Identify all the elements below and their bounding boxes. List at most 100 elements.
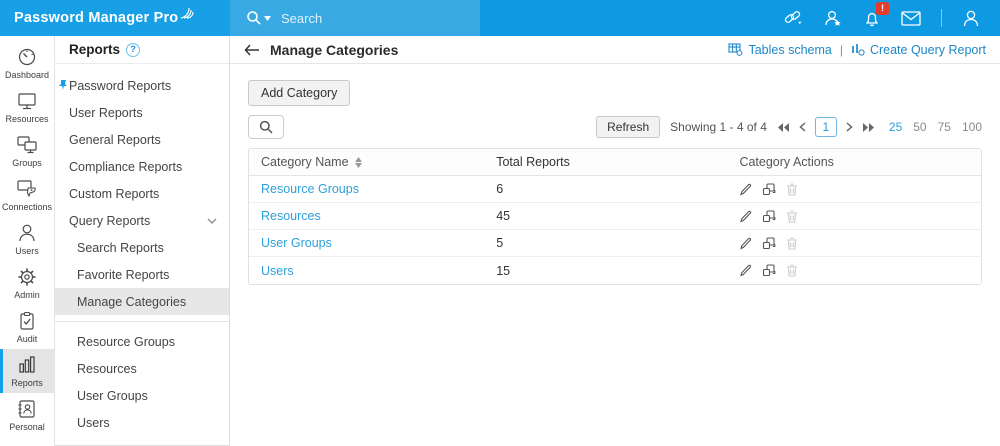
nav-item-admin[interactable]: Admin [0, 261, 54, 305]
sidebar-item-label: Query Reports [69, 213, 151, 228]
pin-icon [58, 79, 68, 94]
notification-badge: ! [876, 1, 889, 15]
nav-item-audit[interactable]: Audit [0, 305, 54, 349]
sidebar-header: Reports ? [55, 36, 229, 64]
sidebar-item-users[interactable]: Users [55, 409, 229, 436]
last-page-icon[interactable] [862, 122, 875, 132]
edit-icon[interactable] [739, 264, 752, 277]
delete-icon[interactable] [786, 264, 798, 277]
user-icon[interactable] [962, 9, 980, 28]
tables-schema-link[interactable]: Tables schema [728, 42, 832, 57]
category-name-link[interactable]: Users [261, 263, 294, 278]
table-controls: Refresh Showing 1 - 4 of 4 1 [248, 115, 982, 139]
table-header-row: Category Name Total Reports Category Act… [249, 149, 981, 176]
global-search-bar[interactable] [230, 0, 480, 36]
app-logo-text: Password Manager Pro [14, 10, 179, 26]
table-search-button[interactable] [248, 115, 284, 139]
category-name-link[interactable]: Resource Groups [261, 182, 359, 196]
column-header-category-name[interactable]: Category Name [249, 155, 494, 169]
column-header-total-reports: Total Reports [496, 155, 570, 169]
sidebar-item-favorite-reports[interactable]: Favorite Reports [55, 261, 229, 288]
create-query-report-label: Create Query Report [869, 42, 986, 57]
user-star-icon[interactable] [823, 9, 843, 28]
help-icon[interactable]: ? [126, 42, 141, 57]
delete-icon[interactable] [786, 183, 798, 196]
nav-item-label: Connections [1, 201, 53, 212]
sidebar-divider [55, 321, 229, 322]
sidebar-item-user-reports[interactable]: User Reports [55, 99, 229, 126]
copy-icon[interactable] [762, 182, 776, 196]
chevron-down-icon [207, 218, 217, 224]
page-size-100[interactable]: 100 [961, 120, 982, 134]
edit-icon[interactable] [739, 183, 752, 196]
delete-icon[interactable] [786, 237, 798, 250]
search-icon[interactable] [246, 10, 271, 26]
topbar-divider [941, 9, 942, 27]
page-title: Manage Categories [270, 41, 399, 58]
sidebar-item-resources[interactable]: Resources [55, 355, 229, 382]
categories-table: Category Name Total Reports Category Act… [248, 148, 982, 285]
previous-page-icon[interactable] [799, 122, 806, 132]
person-icon [19, 224, 35, 241]
delete-icon[interactable] [786, 210, 798, 223]
connections-icon [17, 179, 36, 197]
edit-icon[interactable] [739, 210, 752, 223]
nav-item-personal[interactable]: Personal [0, 393, 54, 437]
sidebar-item-label: Compliance Reports [69, 159, 183, 174]
page-size-25[interactable]: 25 [888, 120, 903, 134]
sidebar-title: Reports [69, 42, 121, 57]
nav-item-label: Reports [11, 377, 43, 388]
page-size-75[interactable]: 75 [937, 120, 951, 134]
main-header: Manage Categories Tables schema | Create… [230, 36, 1000, 64]
nav-item-users[interactable]: Users [0, 217, 54, 261]
search-input[interactable] [281, 10, 441, 26]
back-arrow-icon[interactable] [244, 43, 260, 56]
logo-swoosh-icon [181, 7, 194, 19]
link-icon[interactable] [783, 9, 803, 27]
nav-item-label: Groups [12, 157, 42, 168]
sort-icon[interactable] [354, 156, 362, 168]
next-page-icon[interactable] [846, 122, 853, 132]
header-links: Tables schema | Create Query Report [728, 43, 986, 57]
copy-icon[interactable] [762, 209, 776, 223]
category-name-link[interactable]: Resources [261, 209, 321, 223]
nav-item-connections[interactable]: Connections [0, 173, 54, 217]
sidebar-item-password-reports[interactable]: Password Reports [55, 72, 229, 99]
sidebar-item-compliance-reports[interactable]: Compliance Reports [55, 153, 229, 180]
edit-icon[interactable] [739, 237, 752, 250]
app-logo[interactable]: Password Manager Pro [0, 0, 230, 36]
copy-icon[interactable] [762, 264, 776, 277]
bell-icon[interactable]: ! [863, 1, 889, 28]
current-page-box[interactable]: 1 [814, 117, 837, 137]
nav-item-reports[interactable]: Reports [0, 349, 54, 393]
create-query-report-link[interactable]: Create Query Report [851, 43, 986, 57]
content-area: Add Category Refresh Showing 1 - 4 of 4 [230, 64, 1000, 285]
tables-schema-label: Tables schema [748, 42, 832, 57]
sidebar-item-general-reports[interactable]: General Reports [55, 126, 229, 153]
header-links-separator: | [839, 42, 843, 57]
query-report-icon [852, 44, 865, 56]
category-name-link[interactable]: User Groups [261, 236, 332, 250]
sidebar-item-label: Manage Categories [77, 294, 187, 309]
nav-item-groups[interactable]: Groups [0, 129, 54, 173]
sidebar-item-label: Resources [77, 361, 137, 376]
sidebar-item-query-reports[interactable]: Query Reports [55, 207, 229, 234]
table-row: Resources 45 [249, 203, 981, 230]
sidebar-item-user-groups[interactable]: User Groups [55, 382, 229, 409]
sidebar-item-search-reports[interactable]: Search Reports [55, 234, 229, 261]
total-reports-value: 15 [496, 263, 511, 278]
first-page-icon[interactable] [777, 122, 790, 132]
nav-item-dashboard[interactable]: Dashboard [0, 41, 54, 85]
showing-text: Showing 1 - 4 of 4 [670, 120, 767, 134]
sidebar-item-manage-categories[interactable]: Manage Categories [55, 288, 229, 315]
page-size-50[interactable]: 50 [913, 120, 927, 134]
copy-icon[interactable] [762, 236, 776, 250]
sidebar-item-resource-groups[interactable]: Resource Groups [55, 328, 229, 355]
gauge-icon [18, 48, 36, 65]
add-category-button[interactable]: Add Category [248, 80, 351, 106]
sidebar-item-custom-reports[interactable]: Custom Reports [55, 180, 229, 207]
pager: 1 [777, 117, 875, 137]
refresh-button[interactable]: Refresh [596, 116, 661, 138]
nav-item-resources[interactable]: Resources [0, 85, 54, 129]
mail-icon[interactable] [901, 10, 921, 26]
